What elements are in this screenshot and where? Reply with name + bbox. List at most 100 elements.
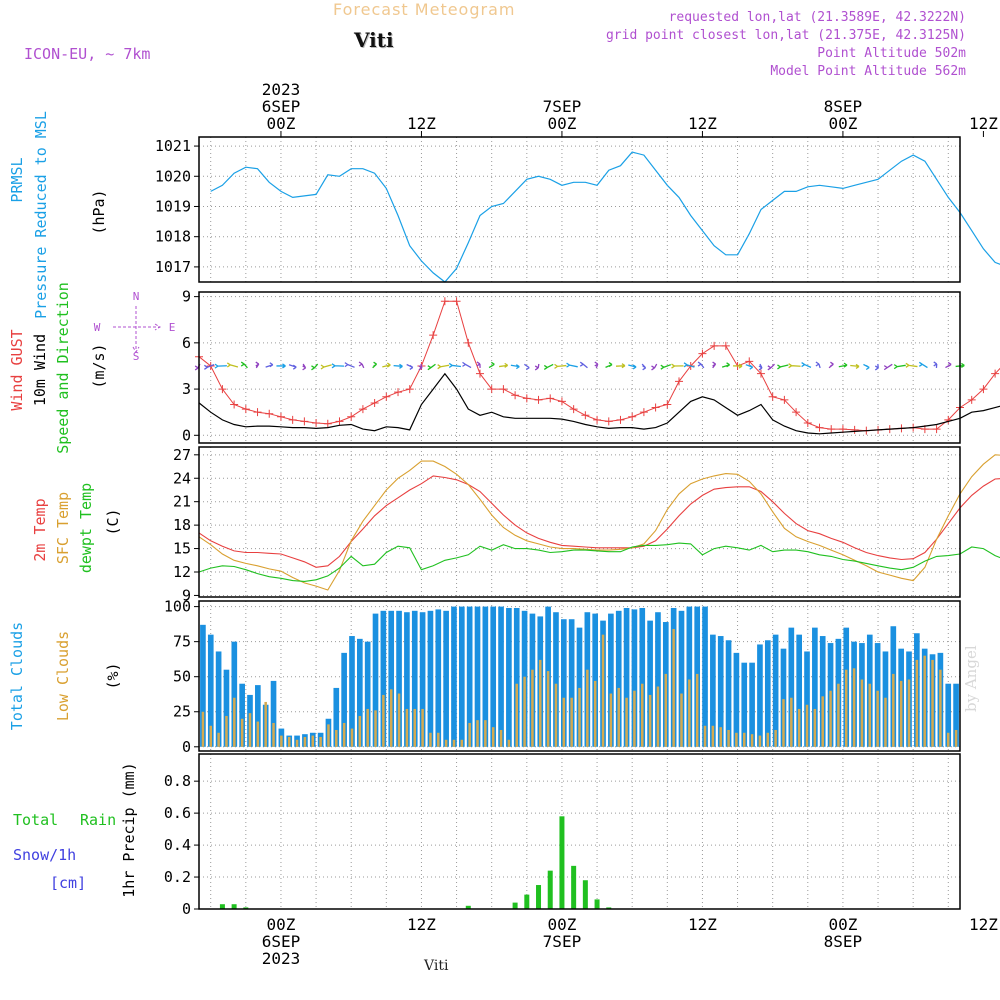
label-prmsl: PRMSL bbox=[8, 157, 26, 202]
label-pressure-reduced: Pressure Reduced to MSL bbox=[32, 111, 50, 319]
total-cloud-bar bbox=[647, 620, 653, 747]
y-tick-label: 1020 bbox=[155, 167, 191, 185]
compass-east: E bbox=[169, 321, 176, 334]
wind-direction-arrow bbox=[344, 362, 355, 368]
top-time-label: 2023 bbox=[262, 80, 301, 99]
low-cloud-bar bbox=[539, 659, 542, 747]
y-tick-label: 3 bbox=[182, 380, 191, 398]
wind-gust-marker bbox=[253, 408, 262, 417]
top-time-label: 12Z bbox=[407, 114, 436, 133]
wind-direction-arrow bbox=[523, 363, 530, 371]
total-cloud-bar bbox=[458, 606, 465, 747]
bottom-time-label: 7SEP bbox=[543, 932, 582, 951]
low-cloud-bar bbox=[813, 708, 817, 747]
low-cloud-bar bbox=[860, 679, 864, 747]
low-cloud-bar bbox=[821, 696, 824, 747]
low-cloud-bar bbox=[429, 732, 432, 747]
compass-west: W bbox=[94, 321, 101, 334]
wind-gust-marker bbox=[499, 385, 508, 394]
y-tick-label: 18 bbox=[173, 516, 191, 534]
low-cloud-bar bbox=[876, 690, 879, 747]
y-tick-label: 50 bbox=[173, 668, 191, 686]
wind-direction-arrow bbox=[265, 362, 274, 368]
low-cloud-bar bbox=[382, 694, 385, 747]
total-cloud-bar bbox=[239, 683, 245, 747]
total-cloud-bar bbox=[357, 638, 363, 747]
label-snow: Snow/1h bbox=[13, 846, 76, 864]
wind-gust-marker bbox=[756, 369, 765, 378]
total-cloud-bar bbox=[623, 608, 630, 747]
series-wind-gust-line bbox=[198, 300, 1000, 432]
label-snow-unit: [cm] bbox=[50, 874, 86, 892]
wind-direction-arrow bbox=[566, 362, 578, 368]
total-cloud-bar bbox=[490, 606, 497, 747]
panel-background bbox=[199, 137, 960, 282]
low-cloud-bar bbox=[515, 683, 518, 747]
wind-gust-marker bbox=[358, 405, 367, 414]
low-cloud-bar bbox=[774, 729, 777, 747]
compass-north: N bbox=[133, 290, 140, 303]
wind-gust-marker bbox=[721, 341, 730, 350]
grid-point-location: grid point closest lon,lat (21.375E, 42.… bbox=[605, 28, 966, 43]
wind-direction-arrow bbox=[311, 363, 319, 371]
y-tick-label: 0 bbox=[182, 738, 191, 756]
wind-direction-arrow bbox=[767, 363, 775, 371]
label-temp-unit: (C) bbox=[104, 508, 122, 535]
wind-gust-marker bbox=[803, 418, 812, 427]
total-cloud-bar bbox=[788, 627, 795, 747]
low-cloud-bar bbox=[217, 732, 220, 747]
wind-gust-marker bbox=[429, 331, 438, 340]
low-cloud-bar bbox=[750, 734, 754, 747]
model-label: ICON-EU, ~ 7km bbox=[24, 45, 151, 63]
rain-bar bbox=[512, 902, 518, 909]
low-cloud-bar bbox=[664, 673, 668, 747]
wind-direction-arrow bbox=[214, 363, 227, 369]
low-cloud-bar bbox=[546, 671, 550, 747]
wind-direction-arrow bbox=[204, 364, 215, 370]
wind-direction-arrow bbox=[418, 363, 423, 371]
low-cloud-bar bbox=[782, 699, 785, 747]
wind-gust-marker bbox=[780, 395, 789, 404]
total-cloud-bar bbox=[796, 634, 802, 747]
low-cloud-bar bbox=[256, 721, 260, 747]
model-altitude: Model Point Altitude 562m bbox=[770, 64, 966, 79]
wind-gust-marker bbox=[967, 395, 976, 404]
rain-bar bbox=[606, 907, 612, 909]
low-cloud-bar bbox=[523, 676, 526, 747]
total-cloud-bar bbox=[380, 610, 387, 747]
wind-direction-arrow bbox=[499, 362, 509, 368]
station-name: Viti bbox=[354, 28, 394, 52]
total-cloud-bar bbox=[812, 627, 818, 747]
y-tick-label: 21 bbox=[173, 493, 191, 511]
total-cloud-bar bbox=[725, 640, 732, 747]
wind-direction-arrow bbox=[628, 364, 637, 370]
y-tick-label: 100 bbox=[164, 598, 191, 616]
bottom-time-label: 12Z bbox=[407, 915, 436, 934]
total-cloud-bar bbox=[427, 610, 434, 747]
total-cloud-bar bbox=[615, 610, 622, 747]
top-time-label: 6SEP bbox=[262, 97, 301, 116]
low-cloud-bar bbox=[421, 708, 424, 747]
total-cloud-bar bbox=[757, 644, 763, 747]
total-cloud-bar bbox=[780, 648, 787, 747]
low-cloud-bar bbox=[280, 735, 283, 747]
low-cloud-bar bbox=[233, 697, 236, 747]
y-tick-label: 9 bbox=[182, 288, 191, 306]
low-cloud-bar bbox=[562, 697, 566, 747]
low-cloud-bar bbox=[437, 732, 440, 747]
wind-gust-marker bbox=[616, 415, 625, 424]
wind-gust-marker bbox=[991, 369, 1000, 378]
low-cloud-bar bbox=[656, 686, 660, 747]
low-cloud-bar bbox=[805, 704, 809, 747]
top-time-label: 8SEP bbox=[824, 97, 863, 116]
total-cloud-bar bbox=[498, 606, 504, 747]
panel-frame bbox=[198, 136, 961, 283]
low-cloud-bar bbox=[593, 680, 597, 747]
low-cloud-bar bbox=[578, 687, 581, 747]
label-speed-direction: Speed and Direction bbox=[54, 282, 72, 454]
low-cloud-bar bbox=[248, 713, 252, 747]
panel-clouds: 0 25 50 75 100 bbox=[164, 598, 961, 756]
wind-gust-marker bbox=[546, 394, 555, 403]
total-cloud-bar bbox=[404, 612, 410, 747]
low-cloud-bar bbox=[374, 710, 377, 747]
